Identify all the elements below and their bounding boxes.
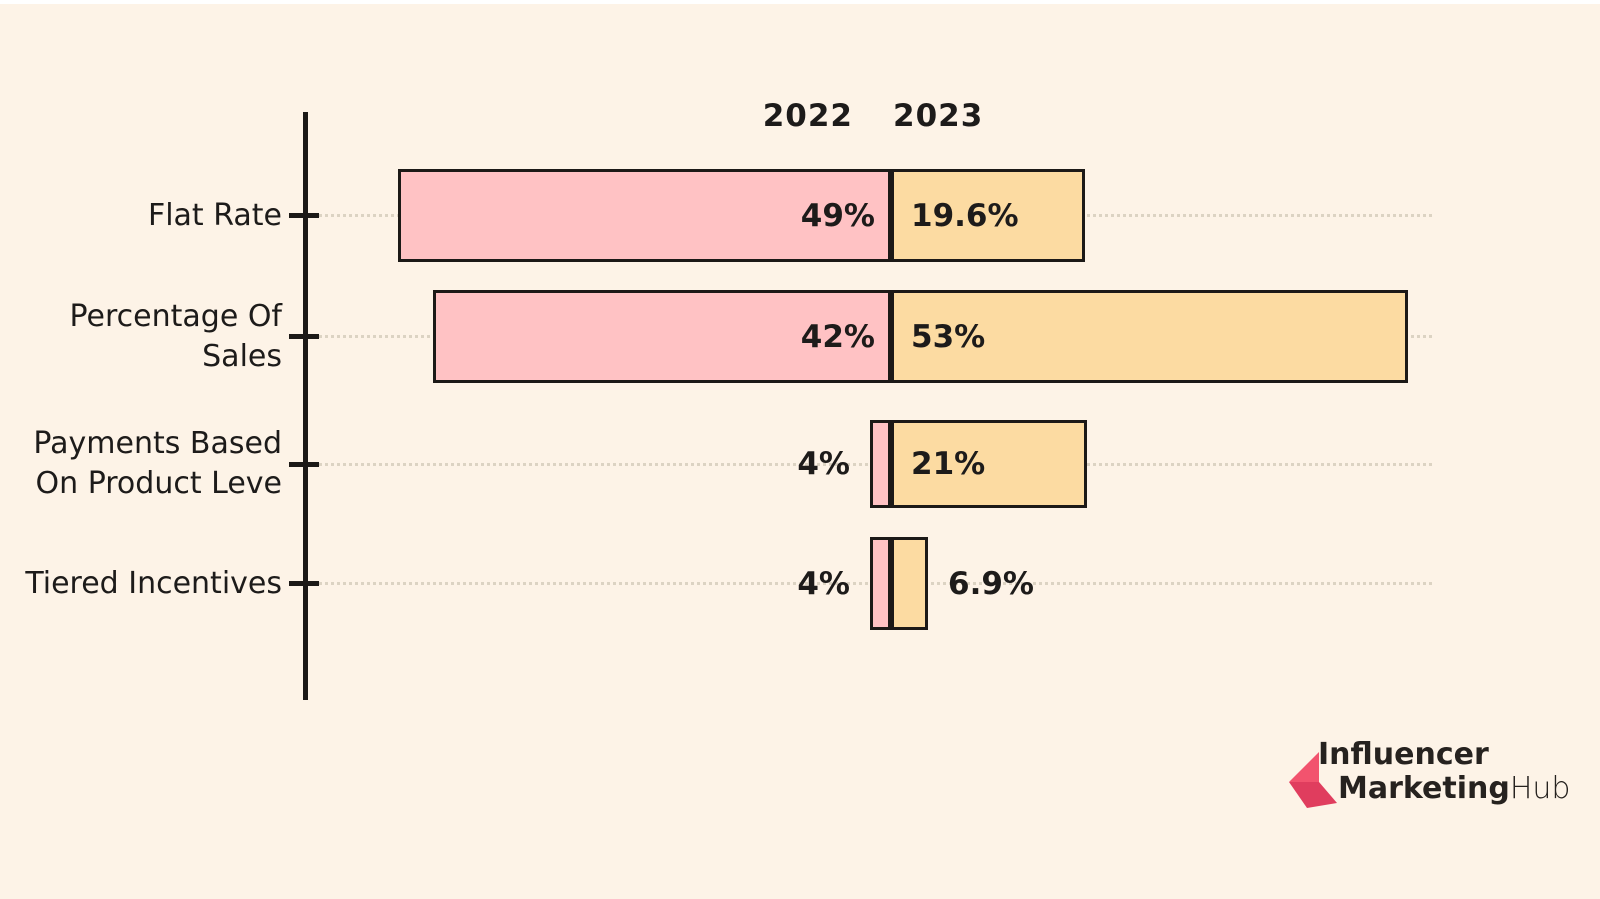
bar-2023 [891, 537, 928, 630]
bar-2023 [891, 290, 1408, 383]
bar-2023 [891, 169, 1085, 262]
bar-2022 [433, 290, 891, 383]
value-label-2023: 6.9% [948, 565, 1034, 602]
bar-2022 [870, 537, 891, 630]
axis-tick [289, 334, 319, 339]
y-axis-line [303, 112, 308, 700]
logo-text-hub: Hub [1509, 771, 1571, 806]
value-label-2023: 19.6% [911, 197, 1019, 234]
column-header-2023: 2023 [893, 98, 984, 134]
column-header-2022: 2022 [762, 98, 853, 134]
logo-text-influencer: Influencer [1318, 737, 1489, 772]
bar-2022 [870, 420, 891, 508]
top-strip [0, 0, 1600, 4]
value-label-2023: 21% [911, 446, 986, 482]
value-label-2022: 4% [797, 565, 850, 602]
axis-tick [289, 213, 319, 218]
logo-text-marketinghub: MarketingHub [1338, 771, 1570, 806]
category-label: Payments Based On Product Leve [33, 426, 282, 501]
axis-tick [289, 581, 319, 586]
value-label-2022: 49% [800, 197, 875, 234]
category-label: Flat Rate [147, 197, 282, 233]
value-label-2022: 42% [800, 318, 875, 355]
bar-2022 [398, 169, 891, 262]
bar-2023 [891, 420, 1087, 508]
logo-arrow-icon [1289, 752, 1337, 808]
value-label-2023: 53% [911, 318, 986, 355]
axis-tick [289, 461, 319, 467]
logo-text-marketing: Marketing [1338, 771, 1510, 806]
category-label: Percentage Of Sales [69, 298, 282, 374]
value-label-2022: 4% [797, 446, 850, 482]
category-label: Tiered Incentives [25, 565, 282, 601]
influencer-marketinghub-logo: Influencer MarketingHub [1278, 730, 1570, 820]
